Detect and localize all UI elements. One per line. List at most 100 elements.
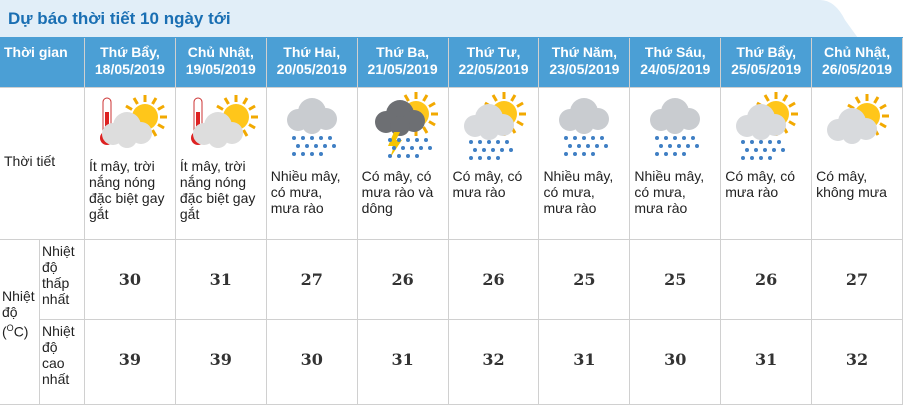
day-date: 24/05/2019	[640, 61, 711, 77]
min-temp: 26	[721, 240, 813, 320]
day-date: 21/05/2019	[367, 61, 438, 77]
sun-ray	[515, 101, 524, 108]
weather-icon	[100, 95, 167, 148]
rain-drop	[750, 156, 755, 160]
sun-ray	[879, 103, 887, 110]
rain-drop	[414, 154, 419, 158]
sun-ray	[847, 103, 855, 110]
day-header: Thứ Tư, 22/05/2019	[448, 38, 540, 88]
weather-label: Thời tiết	[0, 88, 85, 240]
sun-ray	[491, 94, 498, 102]
sun-ray	[427, 120, 436, 127]
rain-drop	[427, 146, 432, 150]
rain-drop	[573, 152, 578, 156]
rain-drop	[600, 136, 605, 140]
rain-drop	[591, 152, 596, 156]
sun-ray	[421, 126, 428, 134]
day-header: Chủ Nhật, 19/05/2019	[175, 38, 267, 88]
rain-drop	[655, 152, 660, 156]
rain-drop	[304, 144, 309, 148]
cloud	[650, 98, 701, 134]
rain-drop	[477, 140, 482, 144]
rain-drop	[423, 138, 428, 142]
weather-icon	[463, 92, 526, 160]
min-temp: 30	[85, 240, 176, 320]
min-temp: 25	[539, 240, 631, 320]
sun-ray	[223, 97, 230, 105]
sun-ray	[788, 101, 797, 108]
rain-drop	[768, 156, 773, 160]
rain-drop	[682, 136, 687, 140]
rain-drop	[759, 156, 764, 160]
rain-drop	[695, 144, 700, 148]
rain-drop	[673, 136, 678, 140]
weather-text: Nhiều mây, có mưa, mưa rào	[634, 168, 705, 216]
temp-label-sup: O	[6, 323, 14, 333]
cloud	[286, 98, 337, 134]
cloud	[559, 98, 610, 134]
rain-drop	[664, 136, 669, 140]
cloud	[102, 112, 152, 148]
rain-drop	[468, 140, 473, 144]
temp-label-text: Nhiệt độ (	[2, 288, 35, 340]
day-name: Thứ Ba,	[376, 44, 430, 60]
rain-drop	[327, 136, 332, 140]
sun-ray	[421, 94, 428, 102]
weather-cell: Có mây, có mưa rào	[448, 88, 540, 240]
title-tab	[0, 0, 858, 38]
rain-drop	[468, 156, 473, 160]
rain-drop	[745, 148, 750, 152]
day-name: Thứ Bẩy,	[100, 44, 160, 60]
max-temp: 39	[85, 320, 176, 405]
weather-icon	[190, 95, 258, 148]
min-temp: 31	[175, 240, 267, 320]
sun-ray	[216, 104, 224, 111]
sun-ray	[509, 94, 516, 102]
sun-ray	[157, 104, 165, 111]
rain-drop	[763, 148, 768, 152]
temp-label: Nhiệt độ (OC)	[0, 240, 40, 405]
rain-drop	[568, 144, 573, 148]
cloud-puff	[665, 114, 686, 134]
cloud-puff	[842, 124, 863, 144]
min-temp: 27	[812, 240, 903, 320]
weather-cell: Có mây, không mưa	[812, 88, 903, 240]
rain-drop	[564, 136, 569, 140]
weather-cell: Nhiều mây, có mưa, mưa rào	[630, 88, 722, 240]
weather-cell: Ít mây, trời nắng nóng đặc biệt gay gắt	[175, 88, 267, 240]
rain-drop	[655, 136, 660, 140]
thermo-fill	[105, 112, 109, 136]
day-header: Thứ Hai, 20/05/2019	[266, 38, 358, 88]
rain-drop	[387, 154, 392, 158]
rain-drop	[777, 140, 782, 144]
rain-drop	[495, 156, 500, 160]
cloud	[736, 104, 787, 140]
sun-ray	[763, 94, 771, 102]
max-temp: 32	[448, 320, 540, 405]
sun-ray	[242, 97, 249, 105]
rain-drop	[768, 140, 773, 144]
weather-icon	[286, 98, 337, 156]
rain-drop	[414, 138, 419, 142]
rain-drop	[573, 136, 578, 140]
max-temp: 39	[175, 320, 267, 405]
weather-cell: Ít mây, trời nắng nóng đặc biệt gay gắt	[85, 88, 176, 240]
rain-drop	[781, 148, 786, 152]
weather-cell: Có mây, có mưa rào	[721, 88, 813, 240]
max-temp: 30	[266, 320, 358, 405]
max-temp: 30	[630, 320, 722, 405]
rain-drop	[508, 148, 513, 152]
rain-drop	[291, 136, 296, 140]
weather-icon	[650, 98, 701, 156]
day-name: Chủ Nhật,	[187, 44, 254, 60]
sun-ray	[157, 123, 165, 130]
weather-text: Nhiều mây, có mưa, mưa rào	[270, 168, 341, 216]
day-name: Thứ Bẩy,	[736, 44, 796, 60]
cloud	[827, 108, 878, 144]
day-name: Thứ Tư,	[466, 44, 521, 60]
cloud-puff	[301, 114, 322, 134]
rain-drop	[486, 156, 491, 160]
day-header: Thứ Năm, 23/05/2019	[539, 38, 631, 88]
weather-text: Có mây, có mưa rào và dông	[361, 168, 434, 216]
rain-drop	[668, 144, 673, 148]
